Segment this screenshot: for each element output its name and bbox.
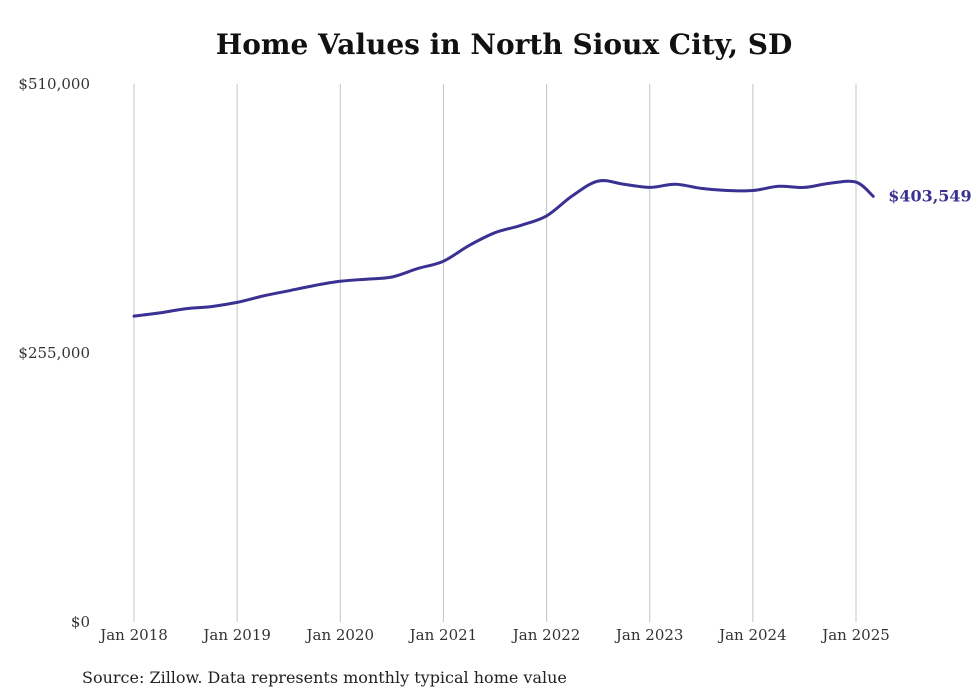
x-tick-label: Jan 2018: [98, 626, 168, 644]
y-tick-label: $255,000: [18, 344, 90, 362]
series-group: [132, 179, 875, 318]
series-line: [132, 179, 875, 318]
y-axis-ticks: $0 $255,000 $510,000: [18, 75, 90, 631]
chart-title: Home Values in North Sioux City, SD: [215, 28, 793, 61]
y-tick-label: $0: [71, 613, 90, 631]
end-value-label: $403,549: [888, 186, 972, 205]
x-tick-label: Jan 2021: [408, 626, 478, 644]
x-tick-label: Jan 2019: [201, 626, 271, 644]
x-axis-ticks: Jan 2018 Jan 2019 Jan 2020 Jan 2021 Jan 2022…: [98, 626, 890, 644]
x-tick-label: Jan 2022: [511, 626, 581, 644]
gridlines: [133, 84, 857, 622]
source-note: Source: Zillow. Data represents monthly …: [82, 668, 567, 687]
x-tick-label: Jan 2024: [717, 626, 787, 644]
x-tick-label: Jan 2020: [305, 626, 375, 644]
x-tick-label: Jan 2023: [614, 626, 684, 644]
x-tick-label: Jan 2025: [820, 626, 890, 644]
y-tick-label: $510,000: [18, 75, 90, 93]
